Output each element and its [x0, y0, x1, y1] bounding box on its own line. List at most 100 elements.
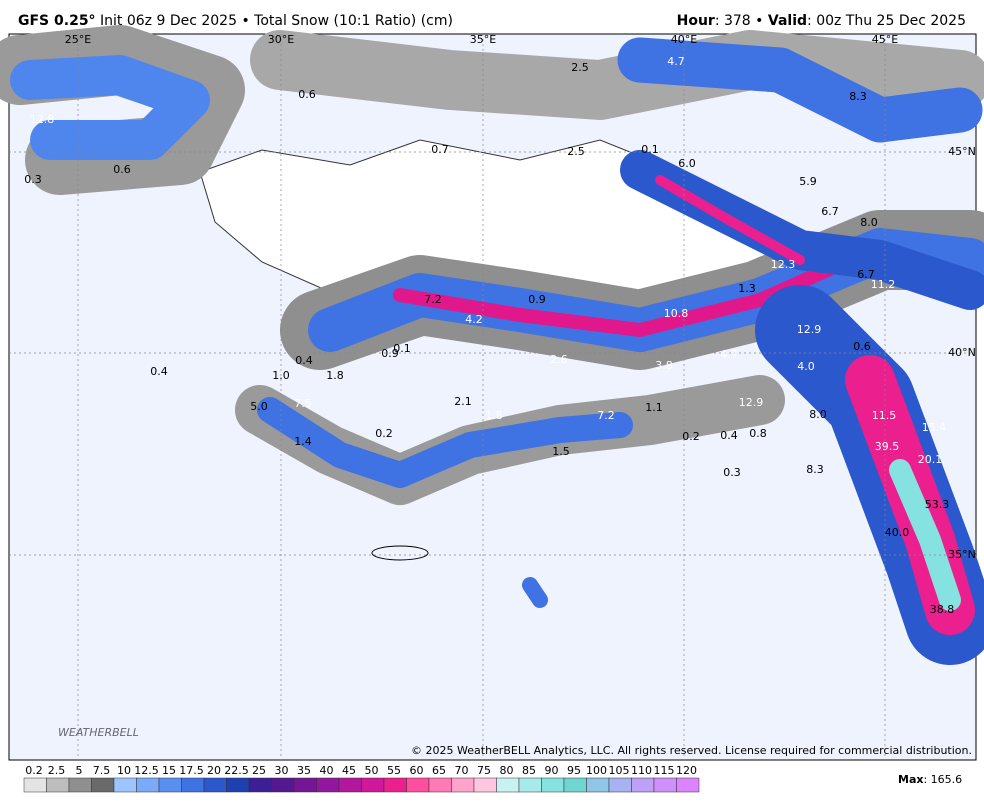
colorbar-tick-label: 22.5: [224, 764, 249, 777]
snow-value: 7.2: [424, 293, 442, 306]
color-swatch: [248, 777, 272, 793]
snow-value: 0.4: [295, 354, 313, 367]
snow-value: 0.1: [393, 342, 411, 355]
longitude-label: 45°E: [872, 33, 898, 46]
valid-value: : 00z Thu 25 Dec 2025: [807, 13, 966, 29]
snow-value: 8.3: [806, 463, 824, 476]
snow-value: 0.6: [298, 88, 316, 101]
latitude-label: 35°N: [948, 548, 976, 561]
color-swatch: [586, 777, 610, 793]
colorbar-tick-label: 60: [410, 764, 424, 777]
map: WEATHERBELL © 2025 WeatherBELL Analytics…: [0, 25, 984, 761]
colorbar-tick-label: 10: [117, 764, 131, 777]
snow-value: 1.8: [485, 409, 503, 422]
hour-value: : 378 •: [715, 13, 764, 29]
max: Max: 165.6: [898, 773, 962, 786]
color-swatch: [428, 777, 452, 793]
latitude-label: 40°N: [948, 346, 976, 359]
snow-value: 20.1: [918, 453, 943, 466]
color-swatch: [563, 777, 587, 793]
colorbar-tick-label: 25: [252, 764, 266, 777]
snow-value: 0.4: [150, 365, 168, 378]
snow-value: 0.3: [723, 466, 741, 479]
colorbar-tick-label: 30: [275, 764, 289, 777]
copyright: © 2025 WeatherBELL Analytics, LLC. All r…: [411, 744, 972, 757]
color-swatch: [203, 777, 227, 793]
snow-value: 8.3: [849, 90, 867, 103]
snow-value: 0.3: [24, 173, 42, 186]
color-swatch: [338, 777, 362, 793]
snow-value: 1.3: [738, 282, 756, 295]
color-swatch: [676, 777, 700, 793]
max-value: : 165.6: [923, 773, 962, 786]
snow-value: 1.1: [645, 401, 663, 414]
color-swatch: [653, 777, 677, 793]
snow-value: 2.6: [550, 353, 568, 366]
colorbar-tick-label: 85: [522, 764, 536, 777]
snow-value: 0.9: [381, 347, 399, 360]
color-swatch: [316, 777, 340, 793]
snow-value: 4.2: [465, 313, 483, 326]
colorbar-tick-label: 40: [320, 764, 334, 777]
snow-value: 0.2: [375, 427, 393, 440]
snow-value: 1.4: [294, 435, 312, 448]
snow-value: 7.5: [294, 397, 312, 410]
color-swatch: [631, 777, 655, 793]
snow-value: 0.6: [853, 340, 871, 353]
snow-value: 8.0: [860, 216, 878, 229]
colorbar-tick-label: 2.5: [48, 764, 66, 777]
color-swatch: [383, 777, 407, 793]
snow-value: 12.8: [30, 113, 55, 126]
snow-value: 5.9: [799, 175, 817, 188]
snow-value: 12.9: [797, 323, 822, 336]
snow-value: 2.1: [454, 395, 472, 408]
color-swatch: [46, 777, 70, 793]
longitude-label: 25°E: [65, 33, 91, 46]
snow-value: 0.4: [720, 429, 738, 442]
colorbar-tick-label: 75: [477, 764, 491, 777]
colorbar-tick-label: 80: [500, 764, 514, 777]
colorbar-tick-label: 95: [567, 764, 581, 777]
snow-value: 15.4: [922, 421, 947, 434]
snow-value: 0.1: [641, 143, 659, 156]
colorbar: 0.2 2.5 5 7.5 10 12.5 15 17.5 20 22.5 25 30 35 40 45 50…: [23, 764, 700, 793]
snow-value: 4.7: [720, 348, 738, 361]
snow-value: 3.8: [655, 359, 673, 372]
snow-value: 4.0: [797, 360, 815, 373]
color-swatch: [23, 777, 47, 793]
colorbar-tick-label: 7.5: [93, 764, 111, 777]
colorbar-tick-label: 5: [76, 764, 83, 777]
snow-value: 0.7: [431, 143, 449, 156]
colorbar-tick-label: 90: [545, 764, 559, 777]
snow-value: 6.7: [857, 268, 875, 281]
colorbar-tick-label: 105: [609, 764, 630, 777]
color-swatch: [361, 777, 385, 793]
max-label: Max: [898, 773, 923, 786]
color-swatch: [541, 777, 565, 793]
snow-value: 8.0: [809, 408, 827, 421]
colorbar-tick-label: 17.5: [179, 764, 204, 777]
color-swatch: [113, 777, 137, 793]
colorbar-tick-label: 15: [162, 764, 176, 777]
color-swatch: [473, 777, 497, 793]
snow-value: 40.0: [885, 526, 910, 539]
color-swatch: [181, 777, 205, 793]
snow-value: 5.0: [250, 400, 268, 413]
colorbar-tick-label: 110: [631, 764, 652, 777]
color-swatch: [158, 777, 182, 793]
colorbar-tick-label: 20: [207, 764, 221, 777]
snow-value: 53.3: [925, 498, 950, 511]
graticule: [9, 34, 976, 760]
model: GFS 0.25°: [18, 13, 96, 29]
color-swatch: [271, 777, 295, 793]
valid-label: Valid: [768, 13, 807, 29]
snow-value: 6.7: [821, 205, 839, 218]
colorbar-tick-label: 70: [455, 764, 469, 777]
snow-value: 38.8: [930, 603, 955, 616]
snow-value: 0.9: [528, 293, 546, 306]
color-swatch: [68, 777, 92, 793]
color-swatch: [608, 777, 632, 793]
snow-value: 12.9: [739, 396, 764, 409]
snow-value: 11.5: [872, 409, 897, 422]
